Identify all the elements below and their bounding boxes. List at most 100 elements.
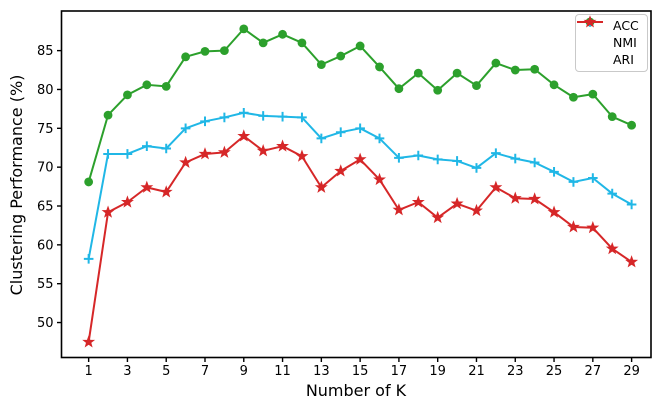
data-point-marker [529, 157, 540, 168]
data-point-marker [392, 203, 406, 216]
x-tick-label: 15 [352, 364, 369, 379]
data-point-marker [569, 92, 578, 102]
series-acc [84, 24, 637, 187]
data-point-marker [583, 15, 597, 28]
data-point-marker [316, 133, 327, 144]
series-line [87, 135, 633, 343]
legend: ACC NMI ARI [575, 14, 648, 72]
data-point-marker [627, 120, 637, 130]
x-tick-label: 21 [468, 364, 485, 379]
data-point-marker [373, 172, 386, 186]
data-point-marker [450, 196, 464, 210]
x-tick-label: 1 [85, 364, 93, 379]
data-point-marker [549, 80, 559, 90]
x-tick-label: 29 [623, 364, 640, 379]
data-point-marker [103, 110, 113, 120]
data-point-marker [161, 81, 171, 91]
data-point-marker [258, 111, 268, 121]
data-point-marker [219, 112, 230, 123]
legend-item-nmi: NMI [577, 17, 644, 51]
data-point-marker [491, 148, 501, 158]
data-point-marker [452, 156, 462, 166]
x-axis-ticks: 1 3 5 7 9 11 13 15 17 19 21 23 25 27 29 [85, 357, 640, 379]
y-tick-label: 70 [37, 161, 54, 176]
x-tick-label: 17 [391, 364, 408, 379]
data-point-marker [413, 68, 423, 78]
y-axis-label: Clustering Performance (%) [7, 75, 26, 296]
x-tick-label: 13 [313, 364, 330, 379]
data-point-marker [297, 112, 307, 123]
data-point-marker [200, 46, 210, 56]
data-point-marker [411, 195, 425, 208]
data-point-marker [161, 143, 172, 154]
data-point-marker [82, 335, 96, 348]
data-point-marker [375, 62, 384, 72]
data-point-marker [626, 199, 637, 210]
data-point-marker [314, 180, 328, 193]
legend-label-nmi: NMI [613, 34, 637, 50]
data-point-marker [607, 188, 618, 199]
data-point-marker [394, 153, 404, 163]
y-tick-label: 80 [37, 83, 54, 98]
data-point-marker [142, 141, 152, 151]
data-point-marker [394, 84, 404, 94]
data-point-marker [586, 220, 600, 234]
plot-area: 1 3 5 7 9 11 13 15 17 19 21 23 25 27 29505560657075808… [37, 10, 652, 379]
x-tick-label: 19 [429, 364, 446, 379]
data-point-marker [431, 210, 445, 224]
x-tick-label: 5 [162, 364, 170, 379]
nmi-line-marker-icon [577, 17, 609, 50]
legend-item-ari: ARI [577, 15, 644, 69]
data-point-marker [122, 149, 133, 159]
y-tick-label: 65 [37, 200, 54, 215]
data-point-marker [84, 177, 94, 187]
ari-line-marker-icon [577, 15, 609, 67]
data-point-marker [508, 191, 522, 204]
data-point-marker [334, 164, 348, 177]
data-point-marker [239, 24, 249, 34]
data-point-marker [238, 107, 249, 118]
data-point-marker [277, 111, 288, 122]
data-point-marker [103, 149, 113, 159]
data-point-marker [101, 205, 115, 218]
x-tick-label: 7 [201, 364, 209, 379]
data-point-marker [605, 241, 619, 255]
data-point-marker [568, 177, 579, 187]
data-point-marker [335, 127, 346, 137]
data-point-marker [432, 154, 443, 165]
data-point-marker [355, 123, 365, 134]
data-point-marker [256, 144, 270, 157]
data-point-marker [625, 255, 639, 268]
data-point-marker [316, 60, 326, 70]
data-point-marker [120, 195, 134, 208]
series-ari [82, 129, 639, 348]
data-point-marker [530, 64, 540, 74]
x-axis-label: Number of K [306, 381, 407, 400]
data-point-marker [217, 145, 231, 158]
data-point-marker [258, 38, 268, 48]
legend-label-ari: ARI [613, 52, 634, 68]
series-nmi [83, 107, 637, 264]
data-point-marker [491, 58, 501, 68]
x-tick-label: 23 [507, 364, 524, 379]
data-point-marker [472, 81, 481, 90]
data-point-marker [219, 46, 229, 56]
data-point-marker [140, 180, 154, 193]
data-point-marker [452, 68, 462, 78]
y-axis-ticks: 50 55 60 65 70 75 80 85 [37, 44, 62, 331]
data-point-marker [510, 153, 521, 164]
data-point-marker [198, 147, 212, 160]
data-point-marker [200, 116, 210, 127]
data-point-marker [278, 29, 287, 39]
data-point-marker [159, 185, 173, 198]
data-point-marker [237, 129, 251, 142]
data-point-marker [353, 152, 367, 165]
data-point-marker [295, 149, 309, 162]
data-point-marker [142, 80, 152, 90]
data-point-marker [549, 167, 559, 177]
y-tick-label: 50 [37, 316, 54, 331]
data-point-marker [566, 220, 580, 233]
axes-spines [60, 10, 652, 359]
data-point-marker [528, 192, 542, 205]
